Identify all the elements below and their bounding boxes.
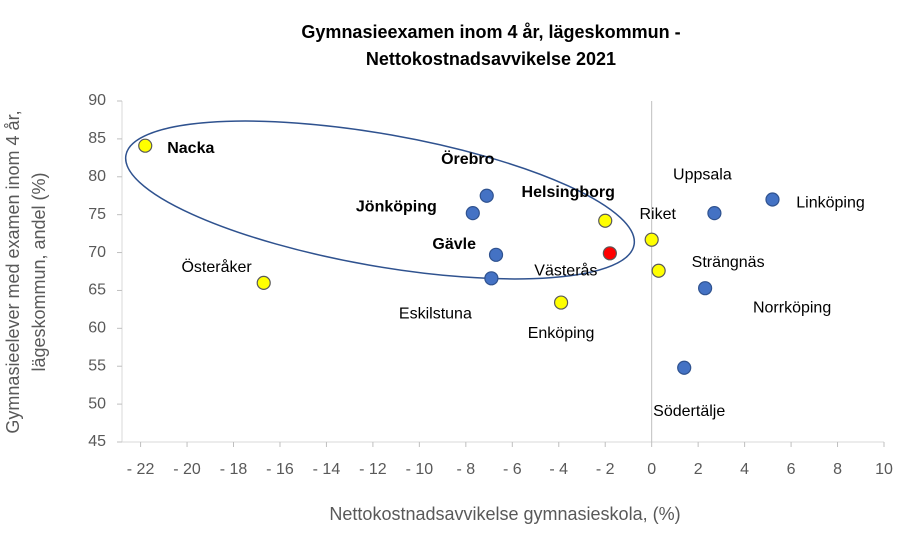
point-label: Helsingborg [522, 184, 615, 201]
point [479, 188, 494, 203]
point-label: Eskilstuna [399, 306, 472, 323]
point [256, 275, 271, 290]
point [484, 271, 499, 286]
x-tick-label: - 16 [266, 461, 294, 478]
y-tick-label: 80 [88, 168, 106, 185]
point-label: Gävle [432, 236, 476, 253]
x-tick-label: 2 [694, 461, 703, 478]
y-tick-label: 85 [88, 130, 106, 147]
y-axis-label: lägeskommun, andel (%) [29, 172, 49, 371]
x-tick-label: 6 [787, 461, 796, 478]
y-tick-label: 60 [88, 320, 106, 337]
point [602, 246, 617, 261]
y-tick-label: 55 [88, 357, 106, 374]
x-tick-label: - 10 [406, 461, 434, 478]
point [488, 247, 504, 262]
point [465, 206, 480, 221]
x-tick-label: - 4 [549, 461, 568, 478]
y-tick-label: 75 [88, 206, 106, 223]
x-tick-label: 8 [833, 461, 842, 478]
point-label: Västerås [534, 262, 597, 280]
y-tick-label: 50 [88, 395, 106, 412]
x-tick-label: 4 [740, 461, 749, 478]
point-label: Uppsala [673, 166, 732, 183]
point-label: Örebro [441, 149, 495, 168]
y-tick-label: 65 [88, 282, 106, 299]
highlight-ellipse [124, 120, 636, 280]
y-axis-label: Gymnasieelever med examen inom 4 år, [3, 110, 23, 433]
point [677, 360, 692, 375]
x-tick-label: - 8 [456, 461, 475, 478]
x-tick-label: - 12 [359, 461, 387, 478]
point [644, 232, 659, 247]
point-label: Nacka [167, 140, 214, 157]
x-tick-label: - 20 [173, 461, 201, 478]
x-tick-label: - 6 [503, 461, 522, 478]
x-tick-label: - 18 [220, 461, 248, 478]
point [765, 192, 780, 207]
point [707, 206, 722, 221]
x-tick-label: - 2 [596, 461, 615, 478]
chart-title: Gymnasieexamen inom 4 år, lägeskommun - [301, 22, 680, 42]
y-tick-label: 90 [88, 92, 106, 109]
y-tick-label: 70 [88, 244, 106, 261]
point-label: Jönköping [356, 198, 437, 215]
point-label: Österåker [181, 258, 252, 276]
point [553, 295, 569, 310]
point-label: Norrköping [753, 299, 831, 316]
point [651, 263, 666, 278]
x-axis-label: Nettokostnadsavvikelse gymnasieskola, (%… [329, 504, 680, 524]
point-label: Södertälje [653, 403, 725, 420]
point [138, 138, 153, 153]
x-tick-label: - 14 [313, 461, 341, 478]
x-tick-label: 10 [875, 461, 893, 478]
y-tick-label: 45 [88, 433, 106, 450]
point [598, 213, 613, 228]
point-label: Strängnäs [692, 254, 765, 271]
chart-title: Nettokostnadsavvikelse 2021 [366, 49, 616, 69]
x-tick-label: 0 [647, 461, 656, 478]
point-label: Linköping [796, 195, 865, 212]
point [698, 281, 713, 296]
x-tick-label: - 22 [127, 461, 155, 478]
point-label: Riket [639, 206, 676, 223]
point-label: Enköping [528, 325, 595, 342]
